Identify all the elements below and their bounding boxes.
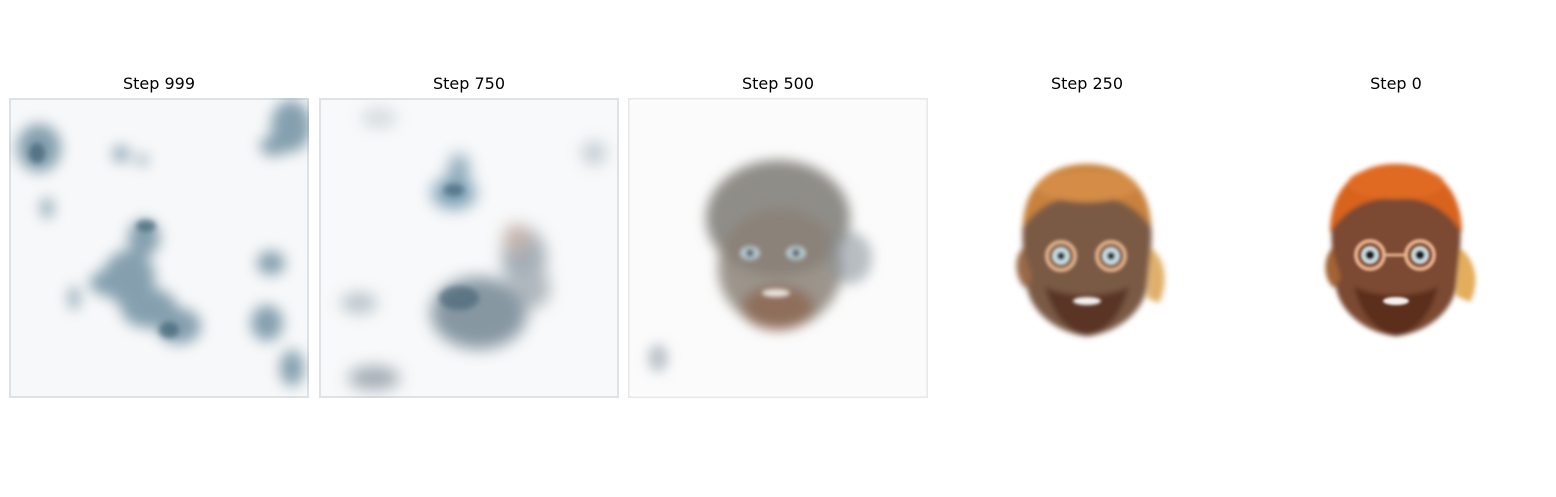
panel-title: Step 999 [122, 74, 196, 93]
panel-step-750: Step 750 [319, 0, 619, 497]
panel-step-500: Step 500 [628, 0, 928, 497]
panel-title: Step 750 [432, 74, 506, 93]
noisy-image-step-999 [9, 98, 309, 398]
panel-step-250: Step 250 [937, 0, 1237, 497]
face-image-step-0 [1246, 98, 1546, 398]
panel-title: Step 250 [1050, 74, 1124, 93]
noisy-image-step-750 [319, 98, 619, 398]
panel-title: Step 500 [741, 74, 815, 93]
denoising-image-step-500 [628, 98, 928, 398]
face-image-step-250 [937, 98, 1237, 398]
panel-step-999: Step 999 [9, 0, 309, 497]
panel-step-0: Step 0 [1246, 0, 1546, 497]
panel-title: Step 0 [1370, 74, 1422, 93]
